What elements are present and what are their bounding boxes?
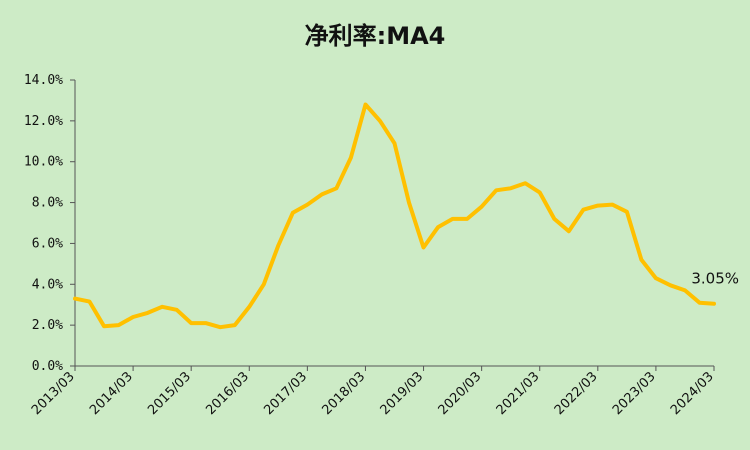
y-tick-label: 4.0% — [32, 277, 63, 292]
x-tick-label: 2015/03 — [145, 369, 194, 418]
series-line — [73, 102, 716, 330]
y-tick-label: 14.0% — [24, 73, 63, 88]
x-tick-label: 2022/03 — [552, 369, 601, 418]
y-tick-label: 12.0% — [24, 114, 63, 129]
y-tick-label: 0.0% — [32, 359, 63, 374]
data-label: 3.05% — [691, 270, 739, 288]
x-tick-label: 2020/03 — [436, 369, 485, 418]
axes — [70, 79, 715, 371]
x-tick-label: 2014/03 — [87, 369, 136, 418]
x-tick-label: 2018/03 — [319, 369, 368, 418]
y-tick-labels: 0.0% 2.0% 4.0% 6.0% 8.0% 10.0% 12.0% 14.0% — [24, 73, 63, 374]
x-tick-label: 2023/03 — [610, 369, 659, 418]
y-tick-label: 2.0% — [32, 318, 63, 333]
annotations: 3.05% — [691, 270, 739, 288]
series-layer — [73, 102, 716, 330]
y-tick-label: 6.0% — [32, 236, 63, 251]
x-tick-label: 2024/03 — [668, 369, 717, 418]
y-tick-label: 8.0% — [32, 196, 63, 211]
x-tick-labels: 2013/03 2014/03 2015/03 2016/03 2017/03 2018/… — [29, 369, 717, 418]
chart-title: 净利率:MA4 — [305, 22, 446, 50]
y-tick-label: 10.0% — [24, 155, 63, 170]
x-tick-label: 2019/03 — [378, 369, 427, 418]
x-tick-label: 2013/03 — [29, 369, 78, 418]
x-tick-label: 2016/03 — [203, 369, 252, 418]
x-tick-label: 2021/03 — [494, 369, 543, 418]
x-tick-label: 2017/03 — [261, 369, 310, 418]
